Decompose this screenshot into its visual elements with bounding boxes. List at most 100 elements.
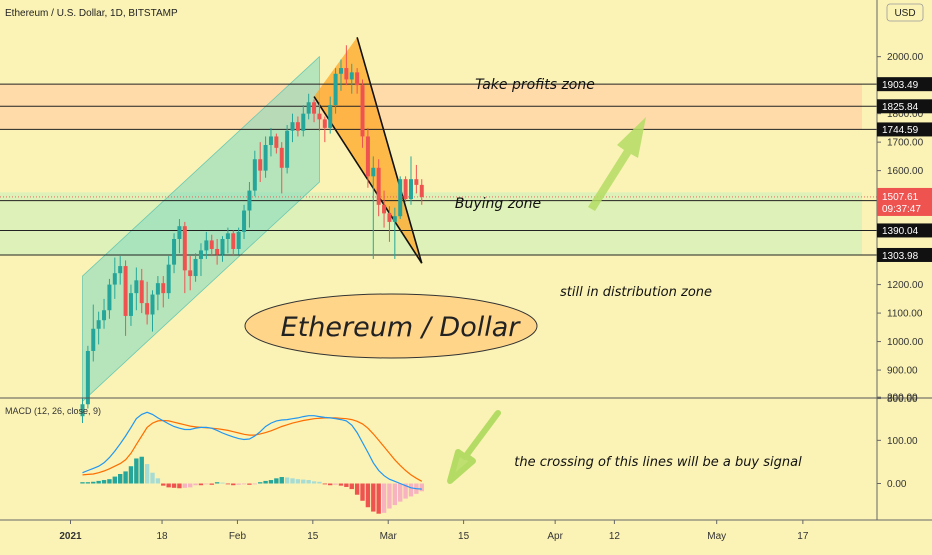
candle[interactable] <box>150 290 155 332</box>
candle-body <box>365 136 370 177</box>
candle[interactable] <box>349 63 354 94</box>
candle[interactable] <box>215 239 220 265</box>
candle[interactable] <box>419 179 424 205</box>
candle-body <box>355 72 360 86</box>
price-tick-label: 900.00 <box>887 366 918 377</box>
candle[interactable] <box>290 113 295 143</box>
candle[interactable] <box>365 127 370 188</box>
candle[interactable] <box>344 45 349 86</box>
candle[interactable] <box>198 243 203 277</box>
main-label-text: Ethereum / Dollar <box>281 312 522 343</box>
macd-line <box>82 411 422 490</box>
candle[interactable] <box>371 156 376 259</box>
candle[interactable] <box>118 256 123 285</box>
candle[interactable] <box>333 68 338 114</box>
candle[interactable] <box>161 276 166 308</box>
candle[interactable] <box>279 142 284 194</box>
level-price-tag[interactable] <box>877 77 932 92</box>
price-tick-label: 1600.00 <box>887 166 924 177</box>
candle[interactable] <box>301 105 306 137</box>
last-price-label: 1507.61 <box>882 192 919 203</box>
level-price-tag[interactable] <box>877 247 932 262</box>
price-tick-label: 1700.00 <box>887 138 924 149</box>
candle[interactable] <box>139 268 144 314</box>
level-price-tag[interactable] <box>877 122 932 137</box>
candle-body <box>209 240 214 249</box>
macd-histogram-bar <box>177 483 182 489</box>
level-price-tag[interactable] <box>877 99 932 114</box>
candle[interactable] <box>236 227 241 255</box>
candle[interactable] <box>134 267 139 311</box>
candle[interactable] <box>398 176 403 220</box>
distribution-zone-label: still in distribution zone <box>560 285 712 300</box>
candle[interactable] <box>220 236 225 262</box>
candle[interactable] <box>387 206 392 242</box>
candle[interactable] <box>338 59 343 91</box>
candle[interactable] <box>172 233 177 274</box>
candle[interactable] <box>193 253 198 282</box>
wedge-upper-line[interactable] <box>356 37 423 264</box>
candle[interactable] <box>360 79 365 148</box>
macd-histogram-bar <box>263 480 268 484</box>
candle[interactable] <box>166 256 171 299</box>
candle-body <box>408 179 413 200</box>
candle[interactable] <box>128 284 133 326</box>
level-price-tag[interactable] <box>877 223 932 238</box>
macd-histogram-bar <box>188 483 193 488</box>
candle[interactable] <box>322 116 327 143</box>
candle[interactable] <box>209 234 214 257</box>
time-tick-label: Feb <box>229 531 247 542</box>
macd-histogram-bar <box>139 456 144 484</box>
candle[interactable] <box>247 182 252 228</box>
candle[interactable] <box>268 127 273 157</box>
currency-button[interactable]: USD <box>886 3 924 22</box>
macd-histogram-bar <box>311 481 317 484</box>
candle[interactable] <box>376 159 381 217</box>
candle[interactable] <box>295 116 300 137</box>
candle[interactable] <box>317 102 322 131</box>
candle[interactable] <box>182 221 187 294</box>
candle[interactable] <box>408 156 413 205</box>
candle[interactable] <box>263 136 268 178</box>
candle[interactable] <box>306 93 311 120</box>
candle[interactable] <box>285 125 290 174</box>
candle[interactable] <box>231 230 236 257</box>
candle[interactable] <box>392 207 397 259</box>
macd-histogram-bar <box>284 477 290 484</box>
price-axis[interactable]: 800.00900.001000.001100.001200.001300.00… <box>877 8 932 490</box>
candle[interactable] <box>252 150 257 197</box>
candle[interactable] <box>274 133 279 154</box>
candle-body <box>182 226 187 271</box>
level-price-label: 1390.04 <box>882 226 919 237</box>
candle[interactable] <box>242 204 247 240</box>
macd-histogram-bar <box>258 482 263 484</box>
candle[interactable] <box>102 298 107 329</box>
candle[interactable] <box>403 176 408 202</box>
candle-body <box>317 113 322 120</box>
candle[interactable] <box>85 345 90 409</box>
candle[interactable] <box>258 142 263 183</box>
candle-body <box>371 167 376 177</box>
candle[interactable] <box>328 96 333 134</box>
candle[interactable] <box>355 68 360 94</box>
candle[interactable] <box>188 256 193 291</box>
candle[interactable] <box>225 227 230 254</box>
candle[interactable] <box>155 276 160 311</box>
candle-body <box>80 404 85 417</box>
candle[interactable] <box>107 278 112 319</box>
candle[interactable] <box>177 219 182 254</box>
candle[interactable] <box>96 311 101 345</box>
candle[interactable] <box>312 99 317 123</box>
candle[interactable] <box>145 281 150 325</box>
candle[interactable] <box>123 260 128 336</box>
candle[interactable] <box>91 304 96 362</box>
macd-histogram-bar <box>193 483 198 486</box>
candle[interactable] <box>80 398 85 424</box>
candle[interactable] <box>414 164 419 194</box>
candle[interactable] <box>204 231 209 259</box>
candle[interactable] <box>382 190 387 228</box>
candle[interactable] <box>112 257 117 299</box>
last-price-tag[interactable] <box>877 187 932 216</box>
time-axis[interactable]: 2021 18 Feb 15 Mar 15 Apr 12 May 17 <box>59 520 809 542</box>
